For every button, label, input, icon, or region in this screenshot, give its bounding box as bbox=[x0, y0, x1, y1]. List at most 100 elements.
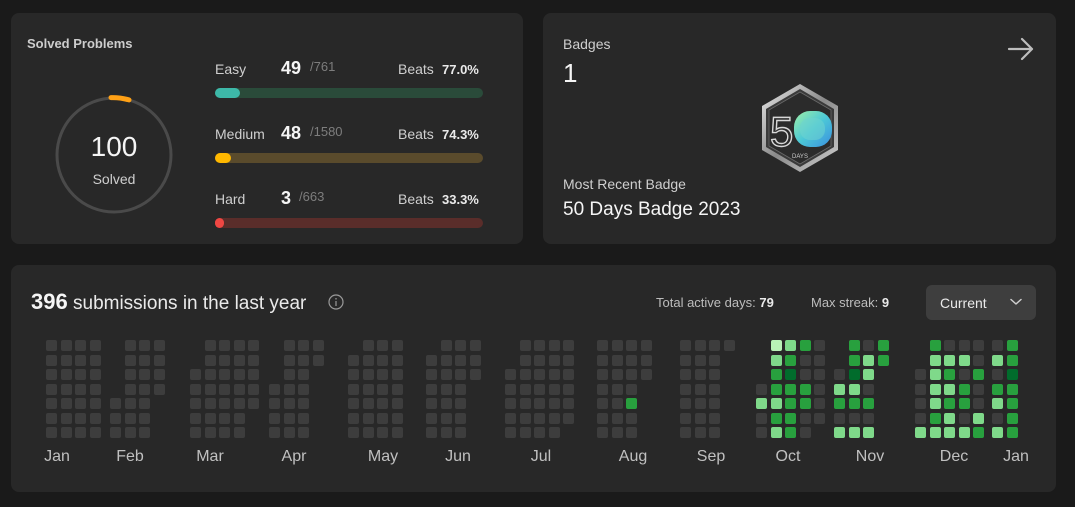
heatmap-cell[interactable] bbox=[392, 413, 403, 424]
info-icon[interactable] bbox=[328, 294, 344, 310]
heatmap-cell[interactable] bbox=[90, 384, 101, 395]
heatmap-cell[interactable] bbox=[771, 413, 782, 424]
heatmap-cell[interactable] bbox=[534, 384, 545, 395]
heatmap-cell[interactable] bbox=[313, 355, 324, 366]
heatmap-cell[interactable] bbox=[139, 355, 150, 366]
heatmap-cell[interactable] bbox=[46, 427, 57, 438]
heatmap-cell[interactable] bbox=[363, 384, 374, 395]
heatmap-cell[interactable] bbox=[190, 427, 201, 438]
heatmap-cell[interactable] bbox=[110, 413, 121, 424]
heatmap-cell[interactable] bbox=[930, 427, 941, 438]
heatmap-cell[interactable] bbox=[549, 384, 560, 395]
heatmap-cell[interactable] bbox=[46, 340, 57, 351]
heatmap-cell[interactable] bbox=[785, 427, 796, 438]
heatmap-cell[interactable] bbox=[641, 340, 652, 351]
heatmap-cell[interactable] bbox=[992, 384, 1003, 395]
heatmap-cell[interactable] bbox=[534, 340, 545, 351]
heatmap-cell[interactable] bbox=[771, 398, 782, 409]
heatmap-cell[interactable] bbox=[771, 427, 782, 438]
heatmap-cell[interactable] bbox=[626, 427, 637, 438]
heatmap-cell[interactable] bbox=[849, 384, 860, 395]
heatmap-cell[interactable] bbox=[849, 398, 860, 409]
heatmap-cell[interactable] bbox=[534, 369, 545, 380]
heatmap-cell[interactable] bbox=[392, 340, 403, 351]
year-dropdown[interactable]: Current bbox=[926, 285, 1036, 320]
heatmap-cell[interactable] bbox=[849, 355, 860, 366]
heatmap-cell[interactable] bbox=[834, 369, 845, 380]
heatmap-cell[interactable] bbox=[234, 384, 245, 395]
heatmap-cell[interactable] bbox=[695, 340, 706, 351]
heatmap-cell[interactable] bbox=[959, 340, 970, 351]
heatmap-cell[interactable] bbox=[814, 369, 825, 380]
heatmap-cell[interactable] bbox=[61, 398, 72, 409]
heatmap-cell[interactable] bbox=[426, 398, 437, 409]
heatmap-cell[interactable] bbox=[219, 369, 230, 380]
heatmap-cell[interactable] bbox=[626, 413, 637, 424]
heatmap-cell[interactable] bbox=[992, 413, 1003, 424]
heatmap-cell[interactable] bbox=[298, 340, 309, 351]
heatmap-cell[interactable] bbox=[61, 413, 72, 424]
heatmap-cell[interactable] bbox=[520, 413, 531, 424]
heatmap-cell[interactable] bbox=[863, 413, 874, 424]
heatmap-cell[interactable] bbox=[534, 427, 545, 438]
heatmap-cell[interactable] bbox=[505, 384, 516, 395]
heatmap-cell[interactable] bbox=[973, 398, 984, 409]
heatmap-cell[interactable] bbox=[125, 384, 136, 395]
heatmap-cell[interactable] bbox=[680, 369, 691, 380]
heatmap-cell[interactable] bbox=[834, 398, 845, 409]
heatmap-cell[interactable] bbox=[944, 384, 955, 395]
heatmap-cell[interactable] bbox=[834, 384, 845, 395]
heatmap-cell[interactable] bbox=[563, 340, 574, 351]
heatmap-cell[interactable] bbox=[234, 427, 245, 438]
heatmap-cell[interactable] bbox=[641, 355, 652, 366]
heatmap-cell[interactable] bbox=[930, 355, 941, 366]
heatmap-cell[interactable] bbox=[863, 355, 874, 366]
heatmap-cell[interactable] bbox=[944, 427, 955, 438]
heatmap-cell[interactable] bbox=[709, 413, 720, 424]
heatmap-cell[interactable] bbox=[695, 369, 706, 380]
heatmap-cell[interactable] bbox=[863, 384, 874, 395]
heatmap-cell[interactable] bbox=[612, 398, 623, 409]
heatmap-cell[interactable] bbox=[771, 384, 782, 395]
heatmap-cell[interactable] bbox=[441, 355, 452, 366]
heatmap-cell[interactable] bbox=[680, 427, 691, 438]
heatmap-cell[interactable] bbox=[505, 427, 516, 438]
heatmap-cell[interactable] bbox=[992, 427, 1003, 438]
heatmap-cell[interactable] bbox=[392, 369, 403, 380]
heatmap-cell[interactable] bbox=[190, 413, 201, 424]
heatmap-cell[interactable] bbox=[455, 369, 466, 380]
heatmap-cell[interactable] bbox=[90, 340, 101, 351]
heatmap-cell[interactable] bbox=[597, 355, 608, 366]
heatmap-cell[interactable] bbox=[549, 427, 560, 438]
heatmap-cell[interactable] bbox=[139, 369, 150, 380]
heatmap-cell[interactable] bbox=[800, 384, 811, 395]
heatmap-cell[interactable] bbox=[771, 355, 782, 366]
heatmap-cell[interactable] bbox=[377, 355, 388, 366]
heatmap-cell[interactable] bbox=[680, 355, 691, 366]
heatmap-cell[interactable] bbox=[234, 340, 245, 351]
heatmap-cell[interactable] bbox=[992, 340, 1003, 351]
heatmap-cell[interactable] bbox=[849, 427, 860, 438]
heatmap-cell[interactable] bbox=[154, 355, 165, 366]
heatmap-cell[interactable] bbox=[313, 340, 324, 351]
heatmap-cell[interactable] bbox=[75, 413, 86, 424]
heatmap-cell[interactable] bbox=[441, 413, 452, 424]
heatmap-cell[interactable] bbox=[756, 398, 767, 409]
heatmap-cell[interactable] bbox=[695, 398, 706, 409]
heatmap-cell[interactable] bbox=[470, 340, 481, 351]
heatmap-cell[interactable] bbox=[756, 384, 767, 395]
heatmap-cell[interactable] bbox=[46, 384, 57, 395]
heatmap-cell[interactable] bbox=[234, 398, 245, 409]
heatmap-cell[interactable] bbox=[90, 427, 101, 438]
heatmap-cell[interactable] bbox=[426, 384, 437, 395]
heatmap-cell[interactable] bbox=[205, 340, 216, 351]
heatmap-cell[interactable] bbox=[205, 369, 216, 380]
heatmap-cell[interactable] bbox=[944, 413, 955, 424]
heatmap-cell[interactable] bbox=[377, 398, 388, 409]
arrow-right-icon[interactable] bbox=[1005, 33, 1037, 65]
heatmap-cell[interactable] bbox=[520, 355, 531, 366]
heatmap-cell[interactable] bbox=[800, 340, 811, 351]
heatmap-cell[interactable] bbox=[756, 427, 767, 438]
heatmap-cell[interactable] bbox=[849, 369, 860, 380]
heatmap-cell[interactable] bbox=[348, 369, 359, 380]
